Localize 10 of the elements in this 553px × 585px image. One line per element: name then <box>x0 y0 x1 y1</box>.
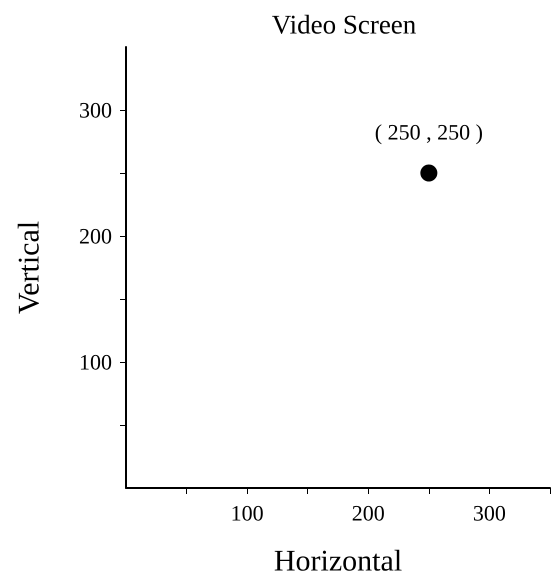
chart-title: Video Screen <box>272 10 417 40</box>
x-tick-label: 200 <box>352 500 385 526</box>
x-tick-label: 100 <box>230 500 264 526</box>
y-axis-title: Vertical <box>12 220 46 314</box>
annotation: ( 250 , 250 ) <box>374 120 483 144</box>
y-tick-label: 200 <box>79 224 112 248</box>
x-tick-label: 300 <box>472 500 506 526</box>
y-tick-label: 300 <box>79 98 112 122</box>
x-axis-title: Horizontal <box>274 544 402 578</box>
y-tick-label: 100 <box>79 350 112 374</box>
